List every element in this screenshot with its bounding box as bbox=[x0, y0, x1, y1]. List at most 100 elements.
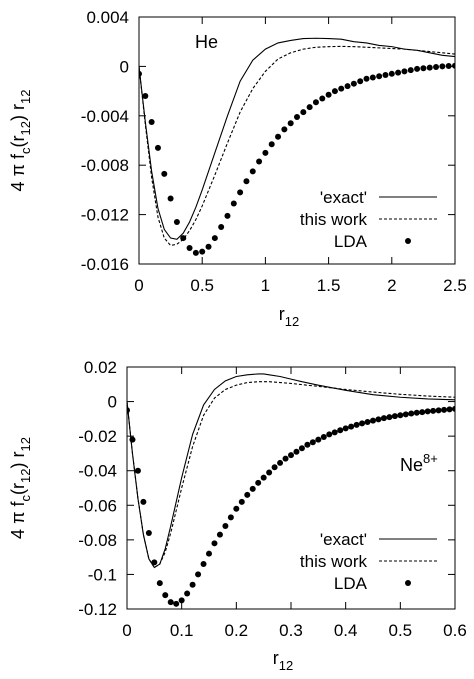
lda-data-point bbox=[413, 409, 420, 416]
lda-data-point bbox=[184, 590, 191, 597]
lda-data-point bbox=[173, 600, 180, 607]
lda-data-point bbox=[260, 474, 267, 481]
lda-data-point bbox=[452, 405, 455, 412]
lda-data-point bbox=[281, 126, 288, 133]
lda-data-point bbox=[129, 436, 136, 443]
lda-data-point bbox=[331, 429, 338, 436]
lda-data-point bbox=[192, 249, 199, 256]
lda-data-point bbox=[401, 68, 408, 75]
plot-area bbox=[139, 37, 455, 256]
lda-data-point bbox=[363, 75, 370, 82]
x-tick-label: 0.6 bbox=[443, 621, 467, 640]
lda-data-point bbox=[167, 599, 174, 606]
lda-data-point bbox=[331, 88, 338, 95]
x-tick-label: 0.4 bbox=[334, 621, 358, 640]
x-tick-label: 0 bbox=[134, 276, 143, 295]
legend: 'exact' this work LDA bbox=[300, 188, 437, 251]
lda-data-point bbox=[156, 580, 163, 587]
lda-data-point bbox=[315, 436, 322, 443]
lda-data-point bbox=[380, 415, 387, 422]
lda-data-point bbox=[326, 431, 333, 438]
x-axis-label-sub: 12 bbox=[285, 314, 299, 329]
lda-data-point bbox=[325, 91, 332, 98]
lda-data-point bbox=[266, 469, 273, 476]
lda-data-point bbox=[262, 149, 269, 156]
lda-data-point bbox=[304, 441, 311, 448]
lda-data-point bbox=[227, 514, 234, 521]
lda-data-point bbox=[419, 409, 426, 416]
plot-frame bbox=[138, 16, 456, 265]
lda-data-point bbox=[134, 467, 141, 474]
lda-data-point bbox=[298, 445, 305, 452]
y-axis-label-sub: 12 bbox=[18, 90, 33, 104]
y-axis-label: 4 π fc(r12) r12 bbox=[8, 437, 33, 539]
lda-data-point bbox=[386, 414, 393, 421]
x-tick-label: 0.5 bbox=[190, 276, 214, 295]
lda-data-point bbox=[348, 423, 355, 430]
lda-data-point bbox=[211, 235, 218, 242]
legend-label: 'exact' bbox=[320, 188, 367, 207]
lda-data-point bbox=[211, 540, 218, 547]
lda-data-point bbox=[452, 62, 455, 69]
lda-data-point bbox=[127, 407, 130, 414]
atom-annotation-sup: 8+ bbox=[423, 451, 438, 466]
y-axis-label: 4 π fc(r12) r12 bbox=[8, 90, 33, 192]
lda-data-point bbox=[320, 434, 327, 441]
lda-data-point bbox=[249, 485, 256, 492]
lda-data-point bbox=[255, 479, 262, 486]
legend-label: LDA bbox=[334, 574, 368, 593]
lda-data-point bbox=[319, 95, 326, 102]
y-axis-label-sub: c bbox=[18, 147, 33, 154]
y-tick-label: 0.004 bbox=[86, 8, 129, 27]
lda-data-point bbox=[426, 64, 433, 71]
lda-data-point bbox=[338, 85, 345, 92]
x-axis-label-main: r bbox=[279, 304, 285, 324]
x-tick-label: 1 bbox=[261, 276, 270, 295]
lda-data-point bbox=[376, 73, 383, 80]
lda-data-point bbox=[189, 581, 196, 588]
lda-data-point bbox=[142, 93, 149, 100]
lda-data-point bbox=[244, 491, 251, 498]
x-tick-label: 0.3 bbox=[279, 621, 303, 640]
y-tick-label: -0.004 bbox=[81, 107, 129, 126]
y-tick-label: -0.016 bbox=[81, 255, 129, 274]
legend-label: LDA bbox=[334, 232, 368, 251]
lda-data-point bbox=[200, 561, 207, 568]
lda-data-point bbox=[230, 200, 237, 207]
lda-data-point bbox=[140, 498, 147, 505]
lda-data-point bbox=[224, 212, 231, 219]
lda-data-point bbox=[256, 158, 263, 165]
y-axis-label-main: 4 π f bbox=[8, 153, 28, 191]
legend-sample-dot bbox=[405, 238, 411, 244]
lda-data-point bbox=[161, 170, 168, 177]
x-tick-label: 2.5 bbox=[443, 276, 467, 295]
lda-data-point bbox=[206, 550, 212, 557]
lda-data-point bbox=[173, 219, 180, 226]
lda-data-point bbox=[306, 104, 313, 111]
y-axis-label-main: ) r bbox=[8, 452, 28, 469]
x-tick-label: 2 bbox=[387, 276, 396, 295]
x-axis-label: r12 bbox=[273, 648, 293, 673]
lda-data-point bbox=[402, 411, 409, 418]
lda-data-point bbox=[344, 83, 351, 90]
chart-panel-he: 0 0.5 1 1.5 2 2.5 0.004 0 -0.004 -0.008 -0.012 -0.0… bbox=[8, 8, 467, 329]
atom-annotation: He bbox=[195, 32, 218, 52]
lda-data-point bbox=[233, 505, 240, 512]
y-axis-label-main: ) r bbox=[8, 104, 28, 121]
lda-data-point bbox=[288, 452, 294, 459]
y-tick-label: -0.012 bbox=[81, 206, 129, 225]
x-tick-label: 1.5 bbox=[317, 276, 341, 295]
y-tick-label: 0 bbox=[120, 57, 129, 76]
lda-data-point bbox=[441, 406, 448, 413]
chart-panel-ne: 0 0.1 0.2 0.3 0.4 0.5 0.6 0.02 0 -0.02 -0.04 -0.06 -… bbox=[8, 358, 467, 673]
lda-data-point bbox=[205, 243, 212, 250]
lda-data-point bbox=[186, 244, 193, 251]
lda-data-point bbox=[249, 168, 256, 175]
lda-data-point bbox=[312, 99, 319, 106]
y-axis-label-main: 4 π f bbox=[8, 501, 28, 539]
y-axis-label-sub: 12 bbox=[18, 121, 33, 135]
lda-data-point bbox=[178, 597, 185, 604]
x-axis-label-sub: 12 bbox=[279, 658, 293, 673]
lda-data-point bbox=[350, 80, 357, 87]
legend-label: 'exact' bbox=[320, 530, 367, 549]
